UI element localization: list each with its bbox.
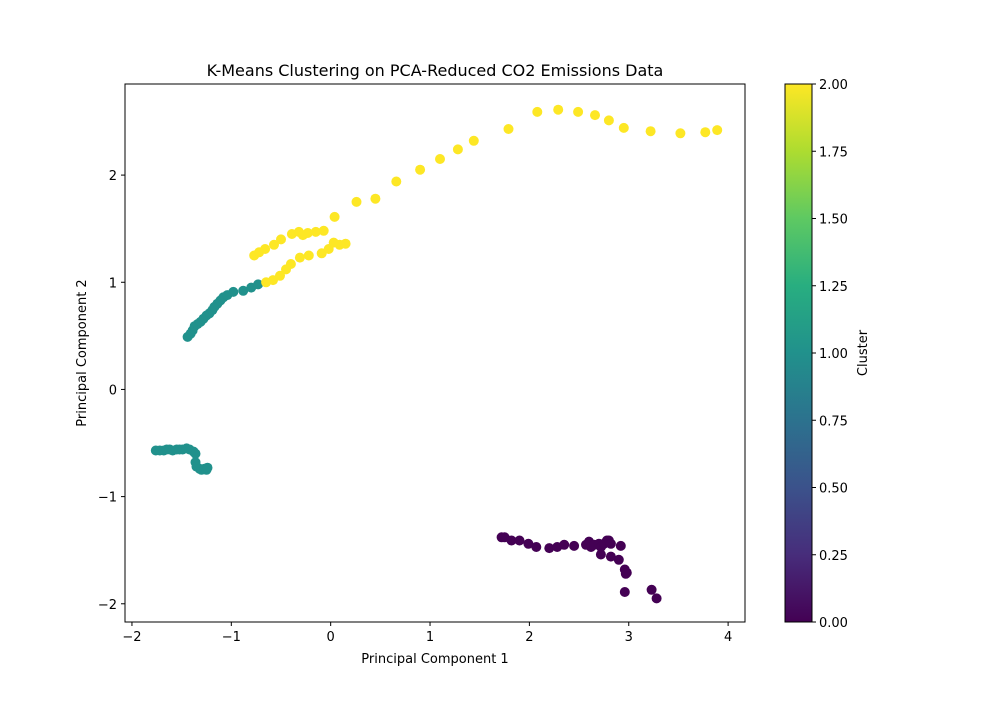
scatter-point [646, 584, 657, 595]
scatter-point [190, 448, 201, 459]
scatter-point [468, 135, 479, 146]
scatter-point [603, 115, 614, 126]
scatter-point [228, 286, 239, 297]
scatter-point [605, 551, 616, 562]
scatter-point [506, 535, 517, 546]
scatter-point [620, 568, 631, 579]
scatter-point [253, 279, 264, 290]
x-tick-label: 1 [426, 630, 434, 645]
x-tick-label: 4 [724, 630, 732, 645]
scatter-point [553, 104, 564, 115]
scatter-point [675, 128, 686, 139]
scatter-point [238, 285, 249, 296]
colorbar-tick-label: 1.25 [819, 280, 848, 295]
scatter-point [260, 244, 271, 254]
x-tick-label: −1 [222, 630, 241, 645]
scatter-point [370, 193, 381, 204]
colorbar-tick-label: 0.50 [819, 482, 848, 497]
colorbar-tick-label: 0.25 [819, 549, 848, 564]
scatter-point [276, 234, 286, 245]
scatter-point [618, 122, 629, 133]
scatter-point [605, 538, 616, 549]
scatter-point [532, 106, 543, 117]
scatter-point [302, 228, 313, 238]
colorbar-tick-label: 1.50 [819, 213, 848, 228]
scatter-point [700, 127, 711, 138]
x-tick-label: −2 [122, 630, 141, 645]
scatter-point [351, 196, 362, 207]
scatter-point [294, 252, 305, 263]
scatter-point [590, 110, 600, 121]
x-axis-ticks: −2 −1 0 1 2 3 4 [122, 622, 732, 645]
scatter-point [202, 462, 213, 473]
scatter-point [452, 144, 463, 155]
scatter-point [285, 259, 296, 269]
scatter-point [544, 543, 555, 554]
scatter-point [269, 239, 279, 250]
scatter-point [531, 542, 542, 552]
chart-title: K-Means Clustering on PCA-Reduced CO2 Em… [207, 61, 664, 80]
scatter-point [651, 593, 662, 604]
colorbar-label: Cluster [856, 329, 871, 376]
x-tick-label: 3 [625, 630, 633, 645]
colorbar-tick-label: 0.75 [819, 414, 848, 429]
scatter-point [503, 124, 514, 134]
y-tick-label: −1 [98, 491, 117, 506]
scatter-point [569, 540, 580, 551]
y-axis-label: Principal Component 2 [75, 279, 90, 426]
scatter-point [415, 164, 426, 175]
y-tick-label: 2 [109, 169, 117, 184]
scatter-point [303, 250, 314, 261]
colorbar [784, 83, 813, 623]
colorbar-tick-label: 2.00 [819, 78, 848, 93]
plot-area [125, 84, 745, 622]
plot-frame [124, 83, 746, 623]
scatter-point [391, 176, 402, 187]
scatter-point [514, 535, 525, 546]
scatter-point [340, 238, 351, 249]
scatter-point [435, 154, 445, 164]
scatter-points [150, 104, 723, 604]
scatter-point [619, 587, 630, 597]
x-axis-label: Principal Component 1 [361, 652, 508, 667]
colorbar-ticks: 0.00 0.25 0.50 0.75 1.00 1.25 1.50 1.75 2.00 [812, 78, 848, 631]
scatter-point [615, 540, 626, 551]
x-tick-label: 2 [525, 630, 533, 645]
y-axis-ticks: −2 −1 0 1 2 [98, 169, 125, 613]
scatter-point [712, 125, 723, 136]
y-tick-label: 1 [109, 276, 117, 291]
scatter-point [310, 226, 321, 237]
colorbar-tick-label: 0.00 [819, 616, 848, 631]
scatter-point [318, 225, 329, 236]
scatter-point [523, 538, 534, 549]
y-tick-label: 0 [109, 383, 117, 398]
scatter-point [559, 539, 570, 550]
scatter-point [329, 211, 340, 222]
colorbar-tick-label: 1.00 [819, 347, 848, 362]
x-tick-label: 0 [327, 630, 335, 645]
colorbar-tick-label: 1.75 [819, 145, 848, 160]
scatter-point [645, 126, 656, 137]
scatter-point [275, 270, 285, 281]
y-tick-label: −2 [98, 598, 117, 613]
scatter-point [573, 106, 584, 117]
scatter-point [613, 554, 624, 565]
scatter-point [595, 549, 606, 560]
